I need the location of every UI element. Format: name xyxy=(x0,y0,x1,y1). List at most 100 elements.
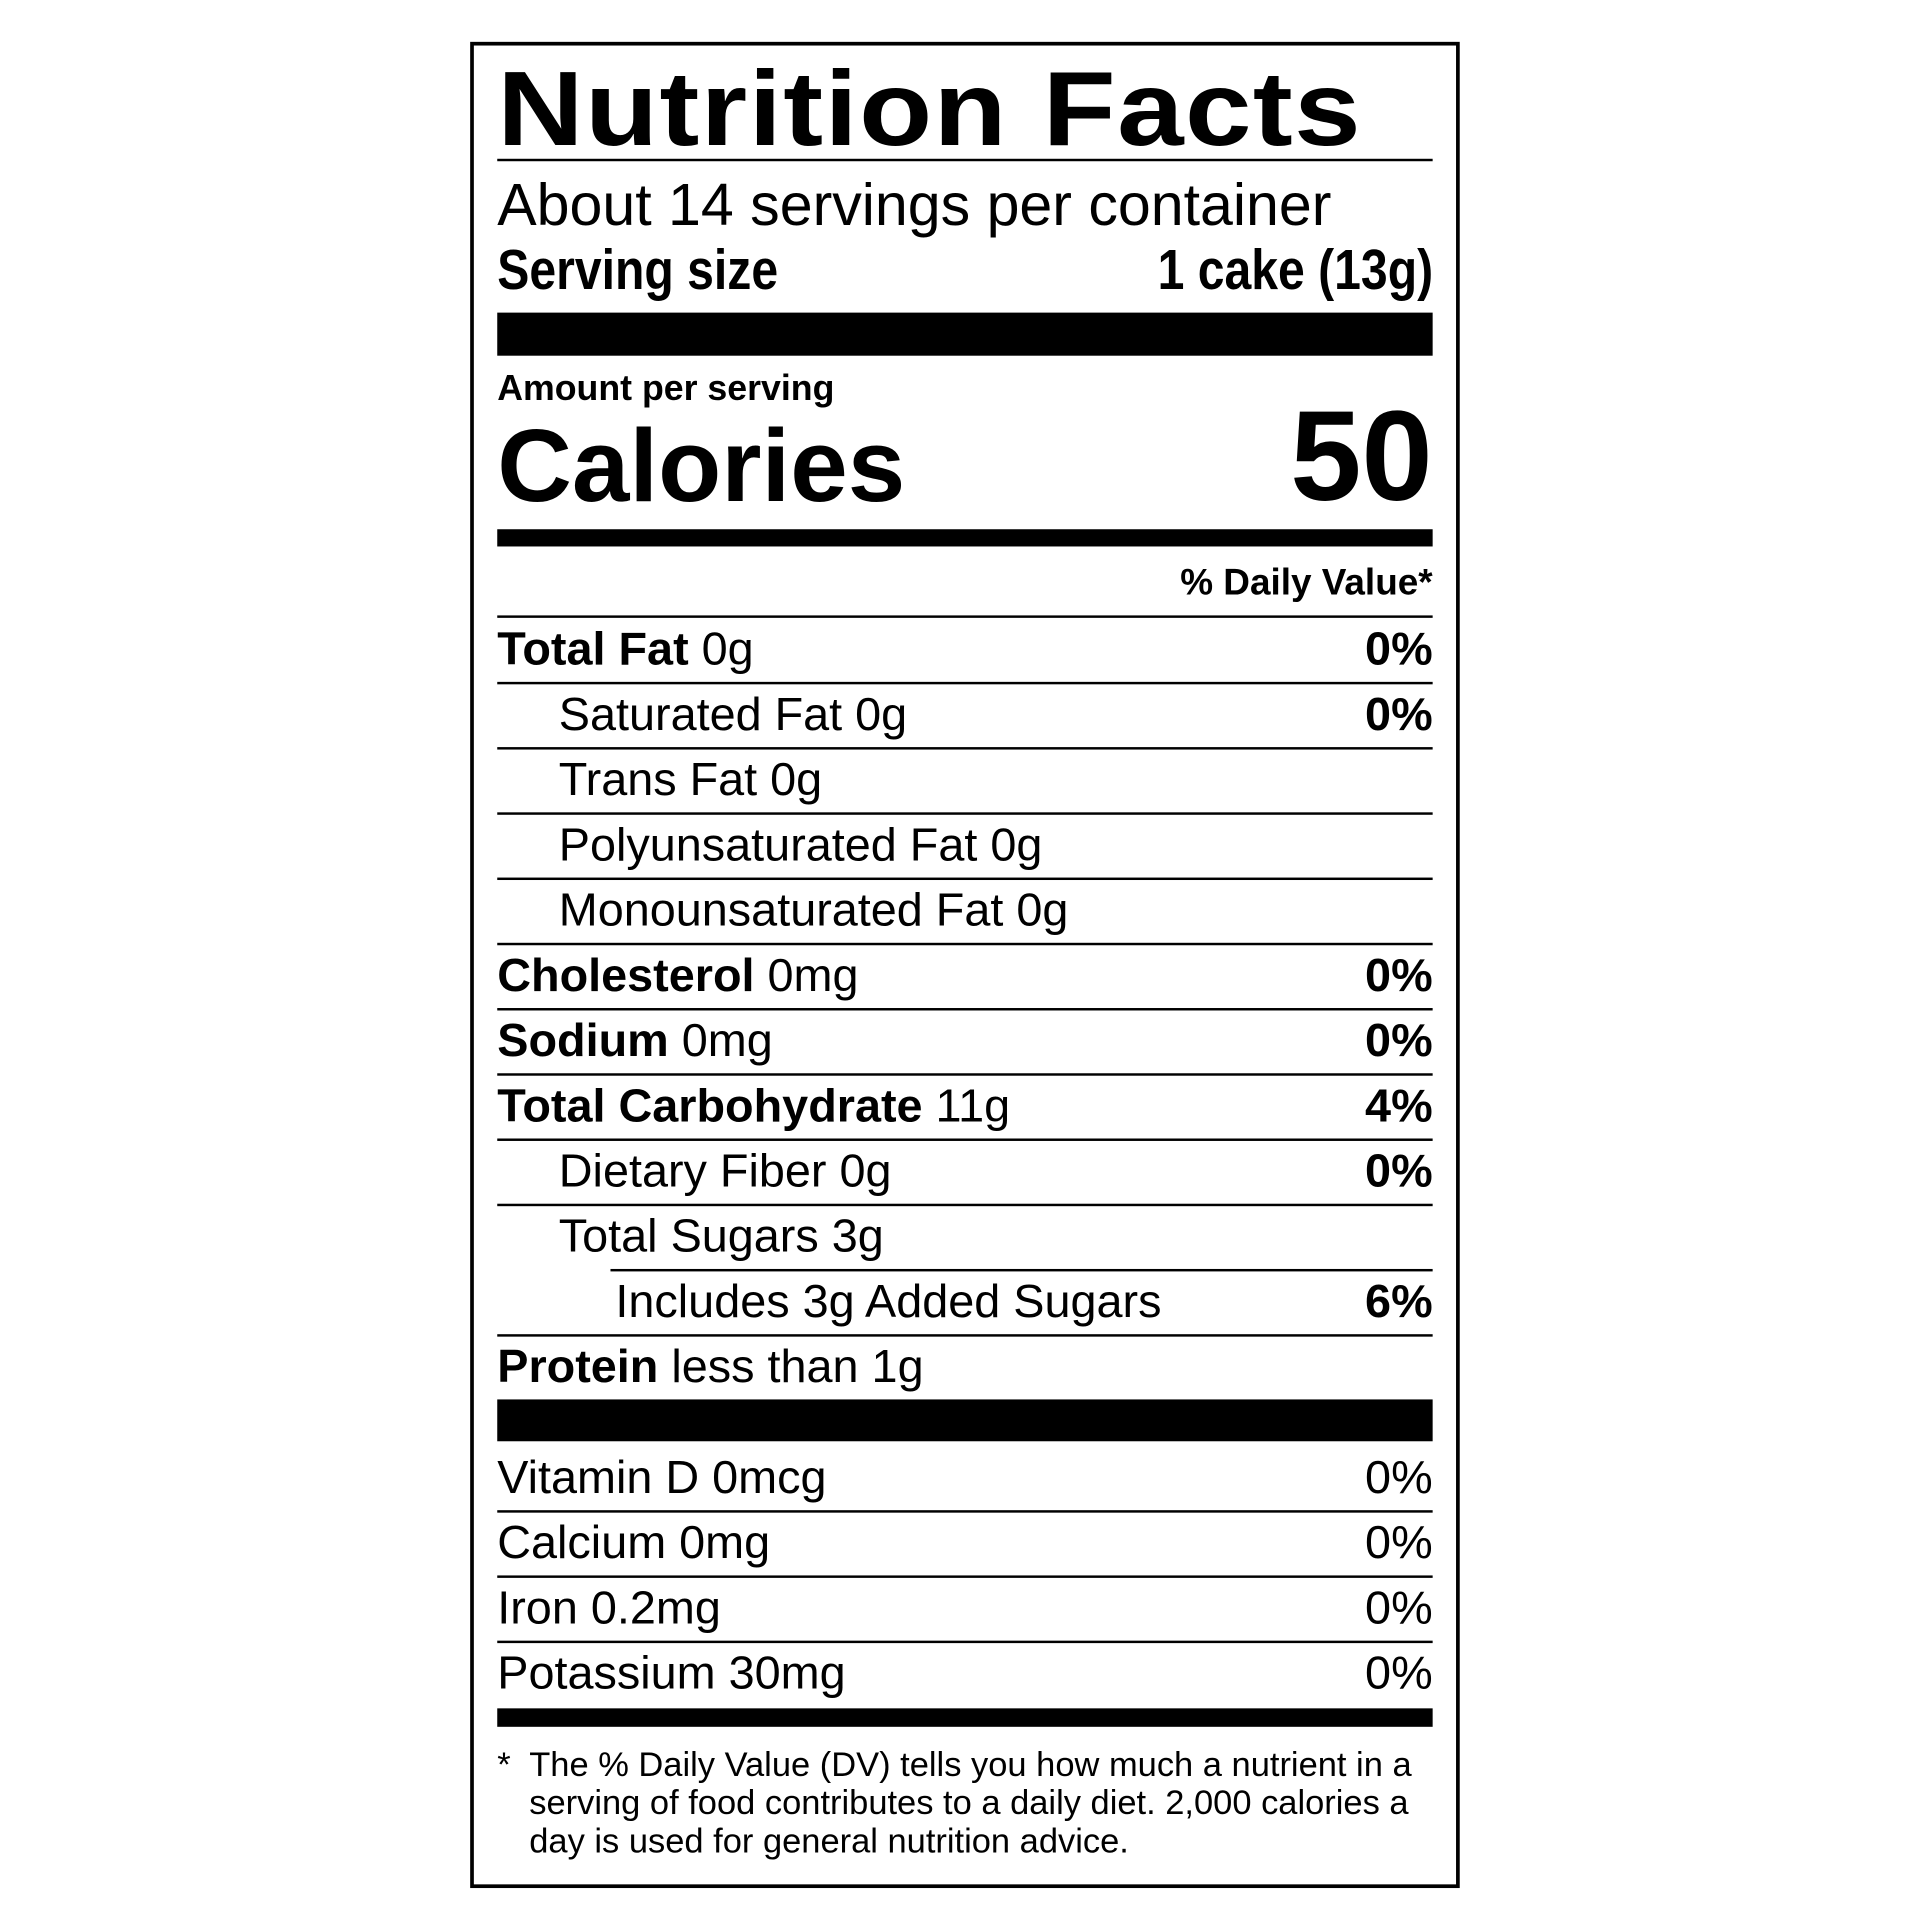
nutrient-label: Total Carbohydrate 11g xyxy=(497,1074,1010,1139)
vitamin-name: Potassium xyxy=(497,1648,716,1700)
nutrient-name: Cholesterol xyxy=(497,950,755,1002)
divider xyxy=(497,1640,1433,1644)
nutrient-label: Dietary Fiber 0g xyxy=(559,1140,892,1205)
label-title: Nutrition Facts xyxy=(497,50,1363,169)
nutrient-label: Trans Fat 0g xyxy=(559,748,822,813)
nutrient-amount: 0g xyxy=(855,689,908,741)
nutrient-amount: 0g xyxy=(839,1145,892,1198)
nutrient-amount: 0g xyxy=(1016,884,1069,937)
divider xyxy=(497,1073,1433,1076)
divider xyxy=(497,812,1433,815)
divider xyxy=(497,747,1433,750)
nutrient-label: Monounsaturated Fat 0g xyxy=(559,879,1069,944)
nutrient-name: Monounsaturated Fat xyxy=(558,884,1004,937)
vitamin-name: Vitamin D xyxy=(497,1452,700,1505)
nutrient-amount: 0g xyxy=(990,819,1043,872)
servings-per-container: About 14 servings per container xyxy=(497,173,1332,239)
thick-divider xyxy=(497,1399,1433,1442)
label-border xyxy=(470,41,1460,1889)
divider xyxy=(497,877,1433,881)
vitamin-amount: 0.2mg xyxy=(590,1582,721,1635)
nutrient-daily-value: 0% xyxy=(1365,689,1433,741)
nutrient-row: Cholesterol 0mg 0% xyxy=(497,944,1432,1009)
divider xyxy=(497,1203,1433,1207)
nutrient-label: Saturated Fat 0g xyxy=(559,683,907,748)
medium-divider xyxy=(497,1708,1433,1727)
divider xyxy=(497,1334,1433,1337)
nutrient-amount: 0mg xyxy=(767,950,859,1002)
vitamin-label: Iron 0.2mg xyxy=(497,1577,721,1642)
vitamin-daily-value: 0% xyxy=(1365,1648,1433,1700)
nutrient-name: Total Sugars xyxy=(558,1211,819,1263)
nutrient-label: Protein less than 1g xyxy=(497,1335,923,1400)
divider xyxy=(497,615,1433,618)
nutrient-amount: less than 1g xyxy=(671,1341,924,1394)
vitamin-row: Iron 0.2mg 0% xyxy=(497,1577,1432,1642)
divider xyxy=(497,1575,1433,1578)
nutrient-label: Includes 3g Added Sugars xyxy=(615,1270,1161,1335)
divider xyxy=(497,681,1433,685)
vitamin-daily-value: 0% xyxy=(1365,1582,1433,1635)
nutrient-row: Includes 3g Added Sugars 6% xyxy=(497,1270,1432,1335)
medium-divider xyxy=(497,529,1433,547)
serving-size-label: Serving size xyxy=(497,237,779,302)
nutrient-name: Includes 3g Added Sugars xyxy=(615,1276,1162,1329)
nutrient-amount: 11g xyxy=(935,1080,1011,1133)
vitamin-daily-value: 0% xyxy=(1365,1452,1433,1505)
nutrient-name: Polyunsaturated Fat xyxy=(558,819,978,872)
nutrient-row: Total Carbohydrate 11g 4% xyxy=(497,1074,1432,1139)
nutrient-name: Total Carbohydrate xyxy=(497,1080,923,1133)
divider xyxy=(497,1008,1433,1011)
divider xyxy=(497,158,1433,162)
footnote-text: The % Daily Value (DV) tells you how muc… xyxy=(529,1745,1412,1860)
vitamin-label: Vitamin D 0mcg xyxy=(497,1446,826,1511)
nutrient-row: Monounsaturated Fat 0g xyxy=(497,879,1432,944)
vitamin-daily-value: 0% xyxy=(1365,1517,1433,1570)
serving-size-value: 1 cake (13g) xyxy=(1157,237,1433,302)
nutrient-row: Polyunsaturated Fat 0g xyxy=(497,814,1432,879)
nutrient-row: Sodium 0mg 0% xyxy=(497,1009,1432,1074)
thick-divider xyxy=(497,312,1433,356)
vitamin-amount: 0mg xyxy=(679,1517,771,1570)
nutrient-daily-value: 6% xyxy=(1365,1276,1433,1329)
nutrient-row: Saturated Fat 0g 0% xyxy=(497,683,1433,748)
nutrient-label: Total Sugars 3g xyxy=(559,1205,884,1270)
amount-per-serving: Amount per serving xyxy=(497,369,835,409)
nutrient-row: Dietary Fiber 0g 0% xyxy=(497,1140,1433,1205)
nutrient-label: Polyunsaturated Fat 0g xyxy=(559,814,1043,879)
nutrient-amount: 0g xyxy=(770,754,823,807)
divider xyxy=(497,1138,1433,1141)
vitamin-label: Calcium 0mg xyxy=(497,1511,770,1576)
nutrient-row: Trans Fat 0g xyxy=(497,748,1432,813)
nutrient-daily-value: 0% xyxy=(1365,950,1433,1002)
calories-value: 50 xyxy=(1290,385,1433,529)
nutrient-label: Cholesterol 0mg xyxy=(497,944,858,1009)
nutrient-daily-value: 0% xyxy=(1365,1145,1433,1198)
vitamin-amount: 0mcg xyxy=(712,1452,827,1505)
divider xyxy=(497,942,1433,946)
nutrient-name: Protein xyxy=(497,1341,659,1394)
nutrient-daily-value: 4% xyxy=(1365,1080,1433,1133)
vitamin-name: Iron xyxy=(497,1582,578,1635)
vitamin-row: Potassium 30mg 0% xyxy=(497,1642,1432,1707)
vitamin-label: Potassium 30mg xyxy=(497,1642,845,1707)
divider xyxy=(610,1268,1433,1272)
nutrient-daily-value: 0% xyxy=(1365,624,1433,676)
nutrient-row: Total Sugars 3g xyxy=(497,1205,1432,1270)
nutrient-label: Sodium 0mg xyxy=(497,1009,772,1074)
nutrient-name: Total Fat xyxy=(497,624,689,676)
nutrient-daily-value: 0% xyxy=(1365,1015,1433,1068)
vitamin-name: Calcium xyxy=(497,1517,667,1570)
nutrient-row: Protein less than 1g xyxy=(497,1335,1432,1400)
nutrient-name: Trans Fat xyxy=(558,754,758,807)
vitamin-row: Vitamin D 0mcg 0% xyxy=(497,1446,1432,1511)
nutrient-label: Total Fat 0g xyxy=(497,618,753,683)
nutrient-amount: 0g xyxy=(701,624,754,676)
calories-label: Calories xyxy=(497,407,906,524)
nutrient-name: Saturated Fat xyxy=(558,689,843,741)
footnote-marker: * xyxy=(497,1745,511,1784)
nutrient-row: Total Fat 0g 0% xyxy=(497,618,1432,683)
nutrient-name: Dietary Fiber xyxy=(558,1145,827,1198)
vitamin-row: Calcium 0mg 0% xyxy=(497,1511,1432,1576)
